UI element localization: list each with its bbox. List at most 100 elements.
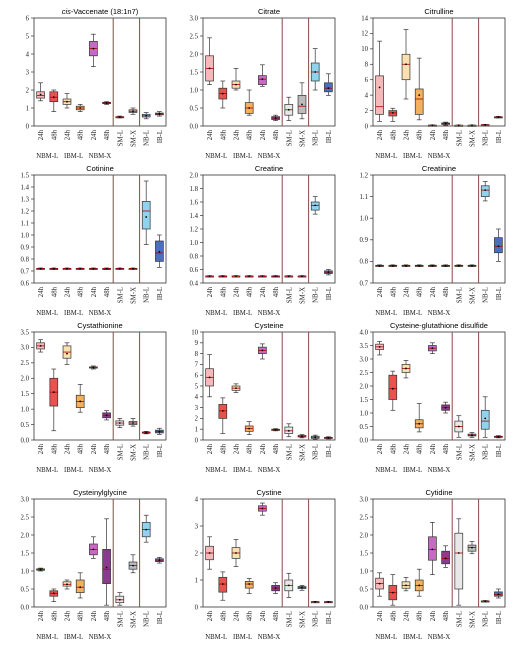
mean-marker xyxy=(471,434,473,437)
chart-title: Citrulline xyxy=(424,7,453,16)
group-label: NBM-L xyxy=(36,153,58,160)
x-tick-label: 48h xyxy=(104,129,111,140)
chart-title: Cysteine xyxy=(254,321,283,330)
y-tick-label: 0.7 xyxy=(360,280,369,287)
y-tick-label: 3 xyxy=(195,523,199,530)
mean-marker xyxy=(301,435,303,438)
y-tick-label: 1 xyxy=(26,105,29,112)
mean-marker xyxy=(457,425,460,428)
x-tick-label: 48h xyxy=(51,610,58,621)
group-label: IBM-L xyxy=(64,153,83,160)
mean-marker xyxy=(444,557,447,560)
x-tick-label: SM-L xyxy=(286,130,293,146)
mean-marker xyxy=(221,409,224,412)
x-tick-label: 48h xyxy=(220,286,227,297)
x-tick-label: 48h xyxy=(51,286,58,297)
mean-marker xyxy=(484,600,487,603)
mean-marker xyxy=(301,586,303,589)
y-tick-label: 1.5 xyxy=(360,550,369,557)
y-tick-label: 0.8 xyxy=(190,253,199,260)
group-label: NBM-X xyxy=(258,467,281,474)
mean-marker xyxy=(132,422,134,424)
x-tick-label: IB-L xyxy=(157,287,164,300)
y-tick-label: 0.5 xyxy=(21,422,30,429)
mean-marker xyxy=(391,264,394,267)
y-tick-label: 5 xyxy=(195,383,199,390)
mean-marker xyxy=(287,584,290,587)
x-tick-label: 48h xyxy=(390,610,397,621)
x-tick-label: IB-L xyxy=(496,130,503,143)
plot-frame xyxy=(33,174,167,284)
y-tick-label: 1.0 xyxy=(190,87,199,94)
x-tick-label: 24h xyxy=(38,286,45,297)
mean-marker xyxy=(418,264,421,267)
x-tick-label: SM-X xyxy=(131,444,138,461)
box-iqr xyxy=(480,185,490,197)
x-tick-label: 24h xyxy=(377,129,384,140)
x-tick-label: 48h xyxy=(273,286,280,297)
x-tick-label: 24h xyxy=(430,286,437,297)
chart-panel: Cystathionine 0.0 0.5 1.0 1.5 2.0 2.5 3.0 3.5 24h… xyxy=(6,318,174,478)
x-tick-label: 48h xyxy=(78,610,85,621)
mean-marker xyxy=(405,63,407,66)
mean-marker xyxy=(145,114,148,117)
y-tick-label: 0.4 xyxy=(190,280,199,287)
box-iqr xyxy=(401,53,411,81)
y-tick-label: 1.5 xyxy=(360,397,369,404)
x-tick-label: 24h xyxy=(65,286,72,297)
y-tick-label: 0.9 xyxy=(360,237,369,244)
mean-marker xyxy=(418,94,421,97)
mean-marker xyxy=(208,67,211,70)
x-tick-label: NB-L xyxy=(313,130,320,146)
y-tick-label: 0.6 xyxy=(190,267,199,274)
y-tick-label: 1.2 xyxy=(360,172,369,179)
x-tick-label: 24h xyxy=(260,129,267,140)
mean-marker xyxy=(431,264,434,267)
mean-marker xyxy=(418,422,421,425)
group-label: IBM-L xyxy=(403,467,422,474)
x-tick-label: SM-X xyxy=(470,287,477,304)
mean-marker xyxy=(66,267,68,270)
x-tick-label: IB-L xyxy=(157,611,164,624)
y-tick-label: 3.0 xyxy=(21,496,30,503)
y-tick-label: 3.5 xyxy=(21,329,30,336)
x-tick-label: 48h xyxy=(390,129,397,140)
group-label: NBM-X xyxy=(89,634,112,641)
x-tick-label: 48h xyxy=(247,610,254,621)
x-tick-label: IB-L xyxy=(326,444,333,457)
group-label: NBM-L xyxy=(36,634,58,641)
y-tick-label: 7 xyxy=(195,362,199,369)
title-italic-part: cis xyxy=(62,7,71,16)
mean-marker xyxy=(52,391,55,394)
group-label: NBM-L xyxy=(375,634,397,641)
mean-marker xyxy=(66,352,68,355)
y-tick-label: 1.2 xyxy=(21,208,30,215)
mean-marker xyxy=(158,559,161,562)
mean-marker xyxy=(105,267,108,270)
mean-marker xyxy=(145,528,148,531)
mean-marker xyxy=(235,387,237,390)
mean-marker xyxy=(52,96,55,99)
mean-marker xyxy=(471,124,473,127)
mean-marker xyxy=(405,584,407,587)
mean-marker xyxy=(378,86,381,89)
x-tick-label: NB-L xyxy=(483,287,490,303)
x-tick-label: 48h xyxy=(78,443,85,454)
x-tick-label: 48h xyxy=(443,610,450,621)
group-label: NBM-X xyxy=(428,310,451,317)
mean-marker xyxy=(314,436,317,439)
x-tick-label: SM-L xyxy=(456,130,463,146)
mean-marker xyxy=(118,267,121,270)
y-tick-label: 0.9 xyxy=(21,244,30,251)
y-tick-label: 3.0 xyxy=(360,496,369,503)
y-tick-label: 2.0 xyxy=(21,532,30,539)
mean-marker xyxy=(221,583,224,585)
mean-marker xyxy=(158,113,161,115)
chart-title: Citrate xyxy=(258,7,280,16)
y-tick-label: 0 xyxy=(195,437,199,444)
chart-panel: Cystine 0 1 2 3 4 24h 48h 24h 48h 24h 48h SM-L SM-X NB… xyxy=(175,485,343,645)
chart-svg: Cysteine-glutathione disulfide 0.0 0.5 1.0 1… xyxy=(360,321,506,474)
y-tick-label: 2.0 xyxy=(21,376,30,383)
mean-marker xyxy=(39,344,42,347)
